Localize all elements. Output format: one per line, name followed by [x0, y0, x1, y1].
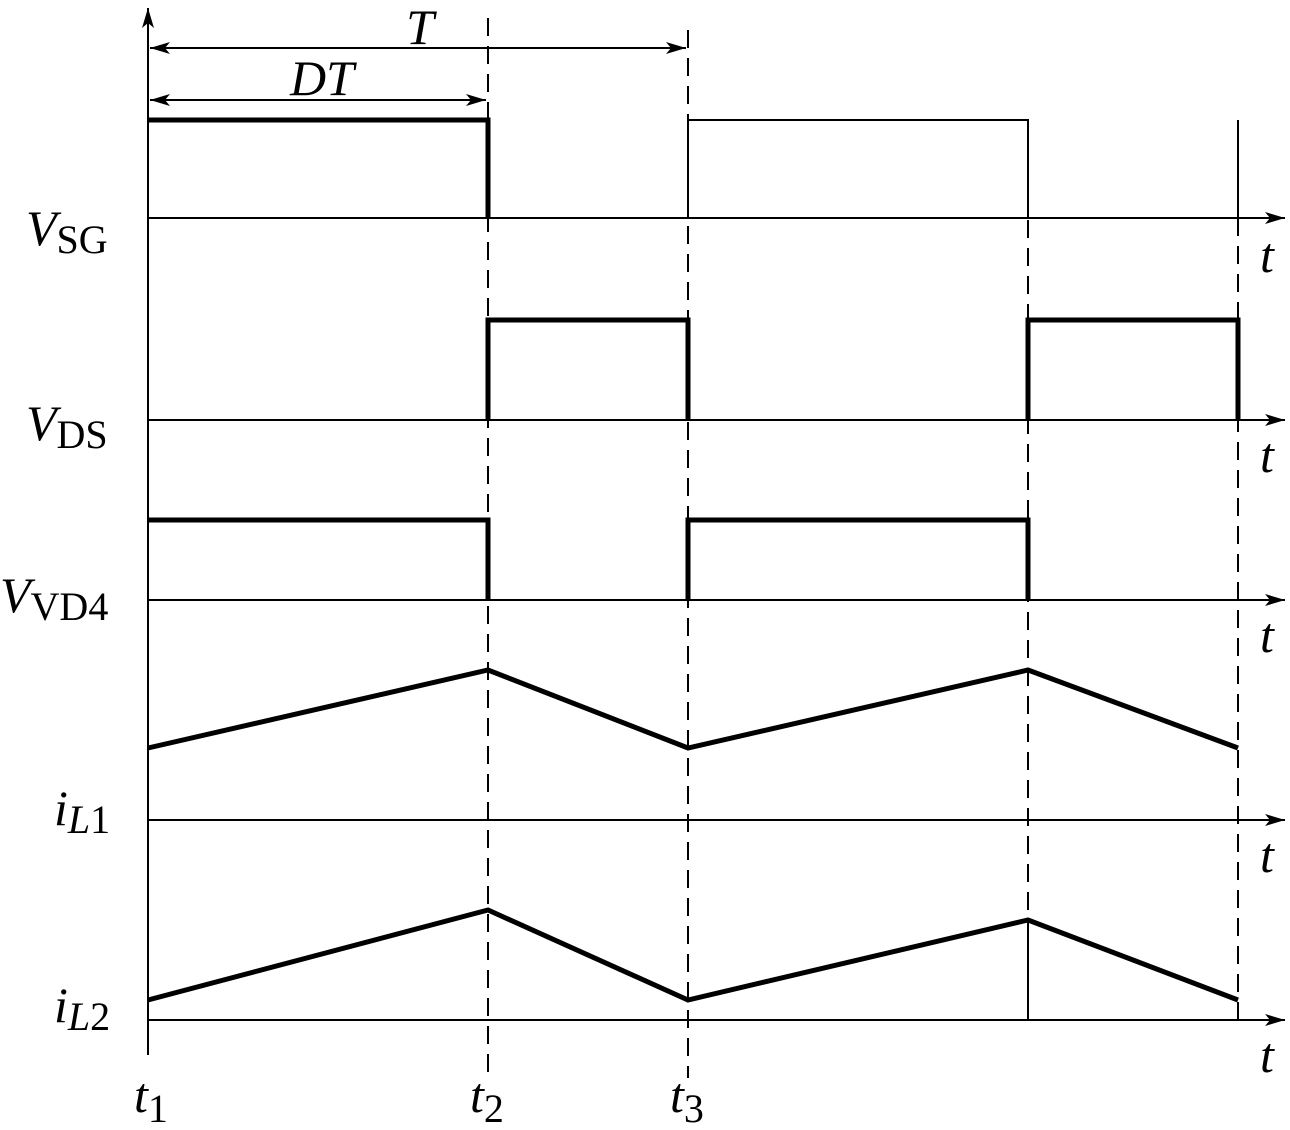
label-part: i [54, 977, 68, 1033]
time-marker: t3 [670, 1067, 704, 1130]
il2-wave [147, 907, 1239, 1003]
label-part: 3 [684, 1086, 704, 1130]
label-part: t [134, 1067, 149, 1123]
label-part: 1 [148, 1086, 168, 1130]
label-part: VD4 [31, 584, 109, 629]
vds-wave [1025, 317, 1241, 420]
label-part: L [67, 994, 90, 1039]
label-part: 1 [90, 797, 110, 842]
axis-label: t [1260, 607, 1275, 663]
label-part: t [670, 1067, 685, 1123]
time-marker: t2 [470, 1067, 504, 1130]
label-part: V [26, 395, 62, 451]
vds-wave [485, 317, 691, 420]
vvd4-wave [685, 517, 1031, 600]
label-part: SG [57, 217, 108, 262]
period-label: T [406, 0, 437, 55]
label-part: L [67, 797, 90, 842]
dashed-markers [487, 18, 1239, 1078]
label-part: 2 [90, 994, 110, 1039]
il1-wave [147, 667, 1239, 751]
axis-label: t [1260, 1027, 1275, 1083]
label-part: V [0, 567, 36, 623]
vvd4-wave [148, 517, 491, 600]
label-part: t [470, 1067, 485, 1123]
axis-label: t [1260, 827, 1275, 883]
time-marker: t1 [134, 1067, 168, 1130]
axis-label: t [1260, 427, 1275, 483]
signal-label: iL2 [54, 977, 110, 1039]
axis-label: t [1260, 227, 1275, 283]
signal-label: VSG [26, 200, 108, 262]
vsg-wave [687, 119, 1029, 218]
label-part: V [26, 200, 62, 256]
time-axes [148, 212, 1285, 1026]
label-part: 2 [484, 1086, 504, 1130]
signal-label: VDS [26, 395, 108, 457]
label-part: DS [57, 412, 108, 457]
signal-label: VVD4 [0, 567, 108, 629]
vsg-wave [148, 117, 491, 218]
on-time-label: DT [289, 50, 357, 106]
label-part: i [54, 780, 68, 836]
signal-label: iL1 [54, 780, 110, 842]
